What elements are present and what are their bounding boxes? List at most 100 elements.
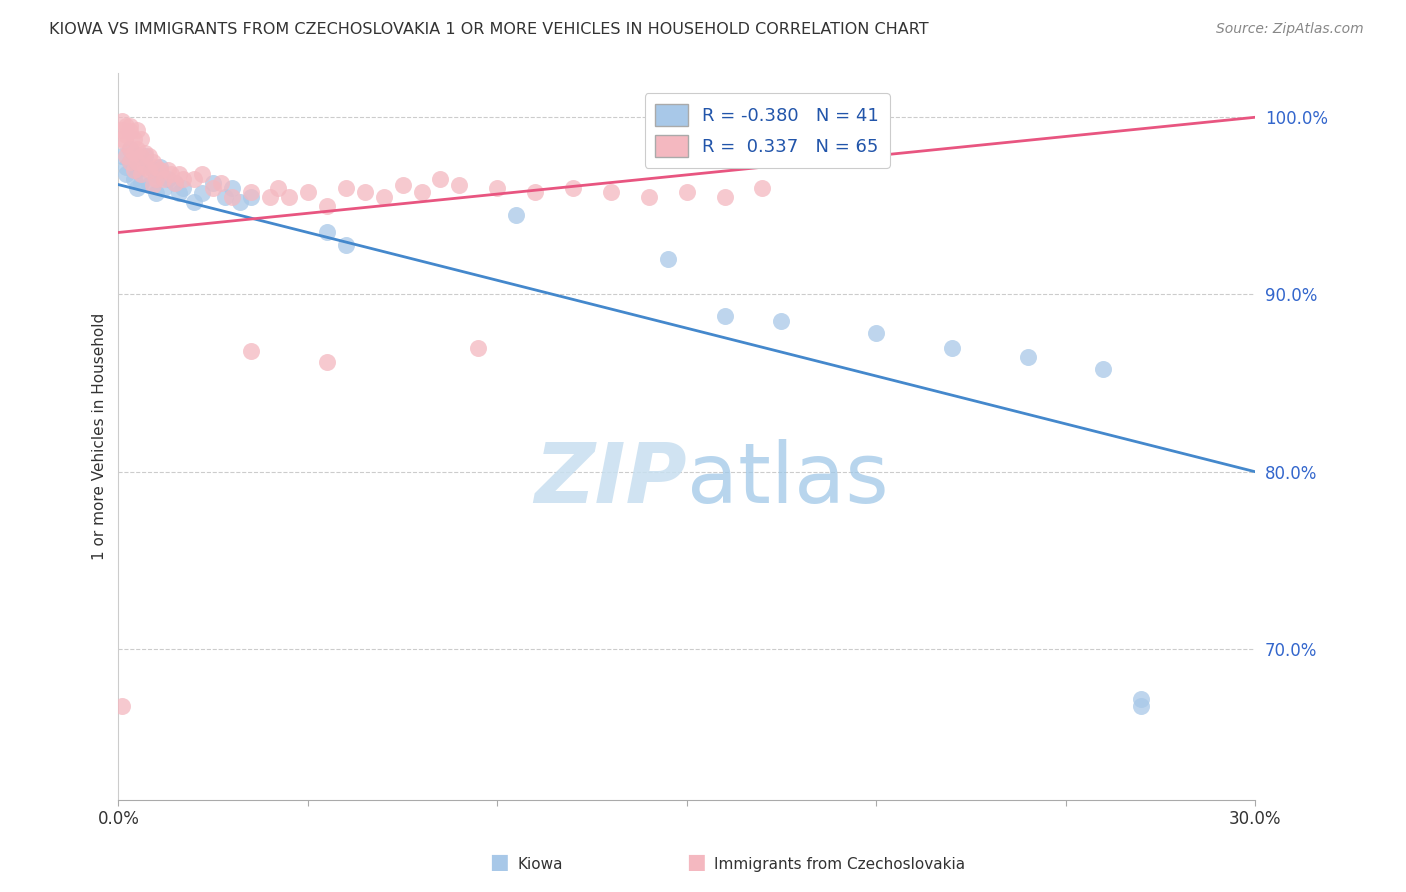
Point bbox=[240, 185, 263, 199]
Point bbox=[391, 178, 413, 192]
Point bbox=[202, 176, 225, 190]
Point bbox=[122, 172, 145, 186]
Point bbox=[138, 163, 160, 178]
Point bbox=[191, 186, 214, 201]
Point bbox=[129, 154, 152, 169]
Point bbox=[228, 195, 250, 210]
Point bbox=[122, 131, 145, 145]
Point bbox=[111, 113, 134, 128]
Point bbox=[713, 190, 735, 204]
Point bbox=[1092, 362, 1115, 376]
Point bbox=[156, 163, 179, 178]
Point bbox=[1017, 350, 1039, 364]
Point bbox=[297, 185, 319, 199]
Point bbox=[127, 122, 149, 136]
Point bbox=[111, 149, 134, 163]
Text: ■: ■ bbox=[686, 853, 706, 872]
Text: KIOWA VS IMMIGRANTS FROM CZECHOSLOVAKIA 1 OR MORE VEHICLES IN HOUSEHOLD CORRELAT: KIOWA VS IMMIGRANTS FROM CZECHOSLOVAKIA … bbox=[49, 22, 929, 37]
Point bbox=[941, 341, 963, 355]
Point bbox=[145, 167, 167, 181]
Point bbox=[153, 172, 176, 186]
Point bbox=[115, 160, 138, 174]
Point bbox=[562, 181, 585, 195]
Point bbox=[373, 190, 395, 204]
Point bbox=[657, 252, 679, 266]
Text: Kiowa: Kiowa bbox=[517, 857, 562, 872]
Point bbox=[115, 167, 138, 181]
Point bbox=[149, 160, 172, 174]
Point bbox=[209, 176, 232, 190]
Point bbox=[127, 142, 149, 156]
Point bbox=[167, 186, 190, 201]
Point bbox=[118, 142, 141, 156]
Point bbox=[221, 190, 243, 204]
Point bbox=[505, 208, 527, 222]
Point bbox=[524, 185, 547, 199]
Point bbox=[221, 181, 243, 195]
Point bbox=[149, 163, 172, 178]
Point bbox=[266, 181, 288, 195]
Point bbox=[411, 185, 433, 199]
Point bbox=[129, 167, 152, 181]
Point bbox=[118, 142, 141, 156]
Text: atlas: atlas bbox=[686, 440, 889, 520]
Point bbox=[191, 167, 214, 181]
Point bbox=[202, 181, 225, 195]
Point bbox=[129, 131, 152, 145]
Point bbox=[111, 131, 134, 145]
Point bbox=[115, 149, 138, 163]
Point bbox=[138, 178, 160, 192]
Point bbox=[134, 145, 156, 160]
Text: ZIP: ZIP bbox=[534, 440, 686, 520]
Point bbox=[118, 154, 141, 169]
Point bbox=[240, 344, 263, 359]
Point bbox=[429, 172, 451, 186]
Point bbox=[127, 181, 149, 195]
Point bbox=[865, 326, 887, 341]
Point bbox=[129, 176, 152, 190]
Point bbox=[335, 238, 357, 252]
Point bbox=[134, 160, 156, 174]
Point bbox=[467, 341, 489, 355]
Point bbox=[675, 185, 697, 199]
Point bbox=[277, 190, 299, 204]
Point bbox=[153, 181, 176, 195]
Point bbox=[118, 119, 141, 133]
Point bbox=[115, 128, 138, 142]
Point bbox=[637, 190, 659, 204]
Point bbox=[214, 190, 236, 204]
Point bbox=[183, 195, 205, 210]
Point bbox=[160, 167, 183, 181]
Point bbox=[315, 199, 337, 213]
Point bbox=[122, 145, 145, 160]
Point bbox=[165, 176, 187, 190]
Point bbox=[127, 154, 149, 169]
Point bbox=[1130, 698, 1153, 713]
Point bbox=[183, 172, 205, 186]
Point bbox=[167, 167, 190, 181]
Point bbox=[115, 136, 138, 151]
Point bbox=[141, 154, 163, 169]
Point bbox=[127, 160, 149, 174]
Text: Immigrants from Czechoslovakia: Immigrants from Czechoslovakia bbox=[714, 857, 966, 872]
Point bbox=[315, 355, 337, 369]
Point bbox=[600, 185, 623, 199]
Text: ■: ■ bbox=[489, 853, 509, 872]
Point bbox=[118, 124, 141, 138]
Point bbox=[172, 172, 194, 186]
Point bbox=[172, 181, 194, 195]
Legend: R = -0.380   N = 41, R =  0.337   N = 65: R = -0.380 N = 41, R = 0.337 N = 65 bbox=[644, 93, 890, 168]
Point bbox=[1130, 691, 1153, 706]
Y-axis label: 1 or more Vehicles in Household: 1 or more Vehicles in Household bbox=[93, 312, 107, 560]
Point bbox=[134, 149, 156, 163]
Point bbox=[259, 190, 281, 204]
Point bbox=[486, 181, 509, 195]
Point bbox=[118, 154, 141, 169]
Point bbox=[122, 163, 145, 178]
Point bbox=[315, 226, 337, 240]
Point bbox=[141, 178, 163, 192]
Point bbox=[115, 119, 138, 133]
Point bbox=[240, 190, 263, 204]
Point bbox=[141, 163, 163, 178]
Point bbox=[129, 149, 152, 163]
